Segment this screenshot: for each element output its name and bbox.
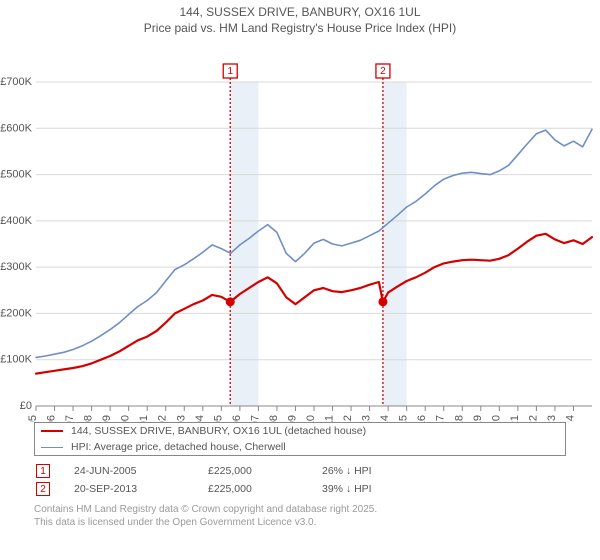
x-tick-label: 1999: [101, 415, 113, 422]
x-tick-label: 2023: [546, 415, 558, 422]
chart-svg: £0 £100K £200K £300K £400K £500K £600K £700K 199…: [0, 36, 600, 422]
event-num-box: 1: [36, 464, 50, 478]
series-hpi: [36, 130, 592, 358]
x-tick-label: 2005: [212, 415, 224, 422]
series-property: [36, 234, 592, 374]
x-tick-label: 2012: [342, 415, 354, 422]
x-tick-label: 2021: [509, 415, 521, 422]
y-tick-label: £600K: [0, 123, 32, 135]
x-tick-label: 2019: [472, 415, 484, 422]
y-tick-label: £0: [20, 400, 32, 412]
legend-item: HPI: Average price, detached house, Cher…: [35, 439, 565, 455]
x-tick-label: 1997: [64, 415, 76, 422]
sale-point: [226, 298, 235, 307]
footnote-line2: This data is licensed under the Open Gov…: [34, 517, 566, 530]
event-date: 20-SEP-2013: [74, 483, 184, 495]
y-tick-label: £500K: [0, 169, 32, 181]
legend: 144, SUSSEX DRIVE, BANBURY, OX16 1UL (de…: [34, 422, 566, 456]
chart-title: 144, SUSSEX DRIVE, BANBURY, OX16 1UL Pri…: [0, 0, 600, 36]
x-tick-label: 2003: [175, 415, 187, 422]
x-tick-label: 2010: [305, 415, 317, 422]
x-tick-label: 2000: [120, 415, 132, 422]
y-tick-label: £400K: [0, 215, 32, 227]
sale-events: 1 24-JUN-2005 £225,000 26% ↓ HPI 2 20-SEP-201…: [34, 462, 566, 498]
chart-area: £0 £100K £200K £300K £400K £500K £600K £700K 199…: [0, 36, 600, 422]
legend-label: 144, SUSSEX DRIVE, BANBURY, OX16 1UL (de…: [71, 425, 366, 437]
shaded-band: [230, 82, 258, 406]
shaded-band: [383, 82, 407, 406]
x-tick-label: 2018: [453, 415, 465, 422]
event-marker-label: 1: [227, 67, 233, 78]
sale-point: [378, 298, 387, 307]
title-line2: Price paid vs. HM Land Registry's House …: [0, 20, 600, 36]
legend-label: HPI: Average price, detached house, Cher…: [71, 441, 286, 453]
x-tick-label: 2004: [194, 415, 206, 422]
event-price: £225,000: [208, 465, 298, 477]
footnote-line1: Contains HM Land Registry data © Crown c…: [34, 504, 566, 517]
x-tick-label: 2015: [398, 415, 410, 422]
legend-swatch: [41, 430, 63, 432]
x-tick-label: 2013: [361, 415, 373, 422]
y-tick-label: £300K: [0, 262, 32, 274]
x-tick-label: 2006: [231, 415, 243, 422]
x-tick-label: 2024: [564, 415, 576, 422]
event-date: 24-JUN-2005: [74, 465, 184, 477]
x-tick-label: 1995: [27, 415, 39, 422]
x-tick-label: 2020: [490, 415, 502, 422]
x-tick-label: 2002: [157, 415, 169, 422]
x-tick-label: 2011: [324, 415, 336, 422]
x-tick-label: 2022: [527, 415, 539, 422]
x-tick-label: 2017: [435, 415, 447, 422]
event-num-box: 2: [36, 482, 50, 496]
x-tick-label: 2014: [379, 415, 391, 422]
y-tick-label: £100K: [0, 354, 32, 366]
x-tick-label: 2007: [249, 415, 261, 422]
legend-item: 144, SUSSEX DRIVE, BANBURY, OX16 1UL (de…: [35, 423, 565, 439]
x-tick-label: 2008: [268, 415, 280, 422]
event-delta: 39% ↓ HPI: [322, 483, 372, 495]
event-marker-label: 2: [380, 67, 386, 78]
x-tick-label: 2001: [138, 415, 150, 422]
event-row: 2 20-SEP-2013 £225,000 39% ↓ HPI: [34, 480, 566, 498]
x-tick-label: 2016: [416, 415, 428, 422]
x-tick-label: 2009: [286, 415, 298, 422]
footnote: Contains HM Land Registry data © Crown c…: [34, 498, 566, 529]
event-row: 1 24-JUN-2005 £225,000 26% ↓ HPI: [34, 462, 566, 480]
legend-swatch: [41, 447, 63, 448]
x-tick-label: 1998: [83, 415, 95, 422]
x-tick-label: 1996: [46, 415, 58, 422]
y-tick-label: £700K: [0, 76, 32, 88]
event-delta: 26% ↓ HPI: [322, 465, 372, 477]
y-tick-label: £200K: [0, 308, 32, 320]
title-line1: 144, SUSSEX DRIVE, BANBURY, OX16 1UL: [0, 4, 600, 20]
event-price: £225,000: [208, 483, 298, 495]
